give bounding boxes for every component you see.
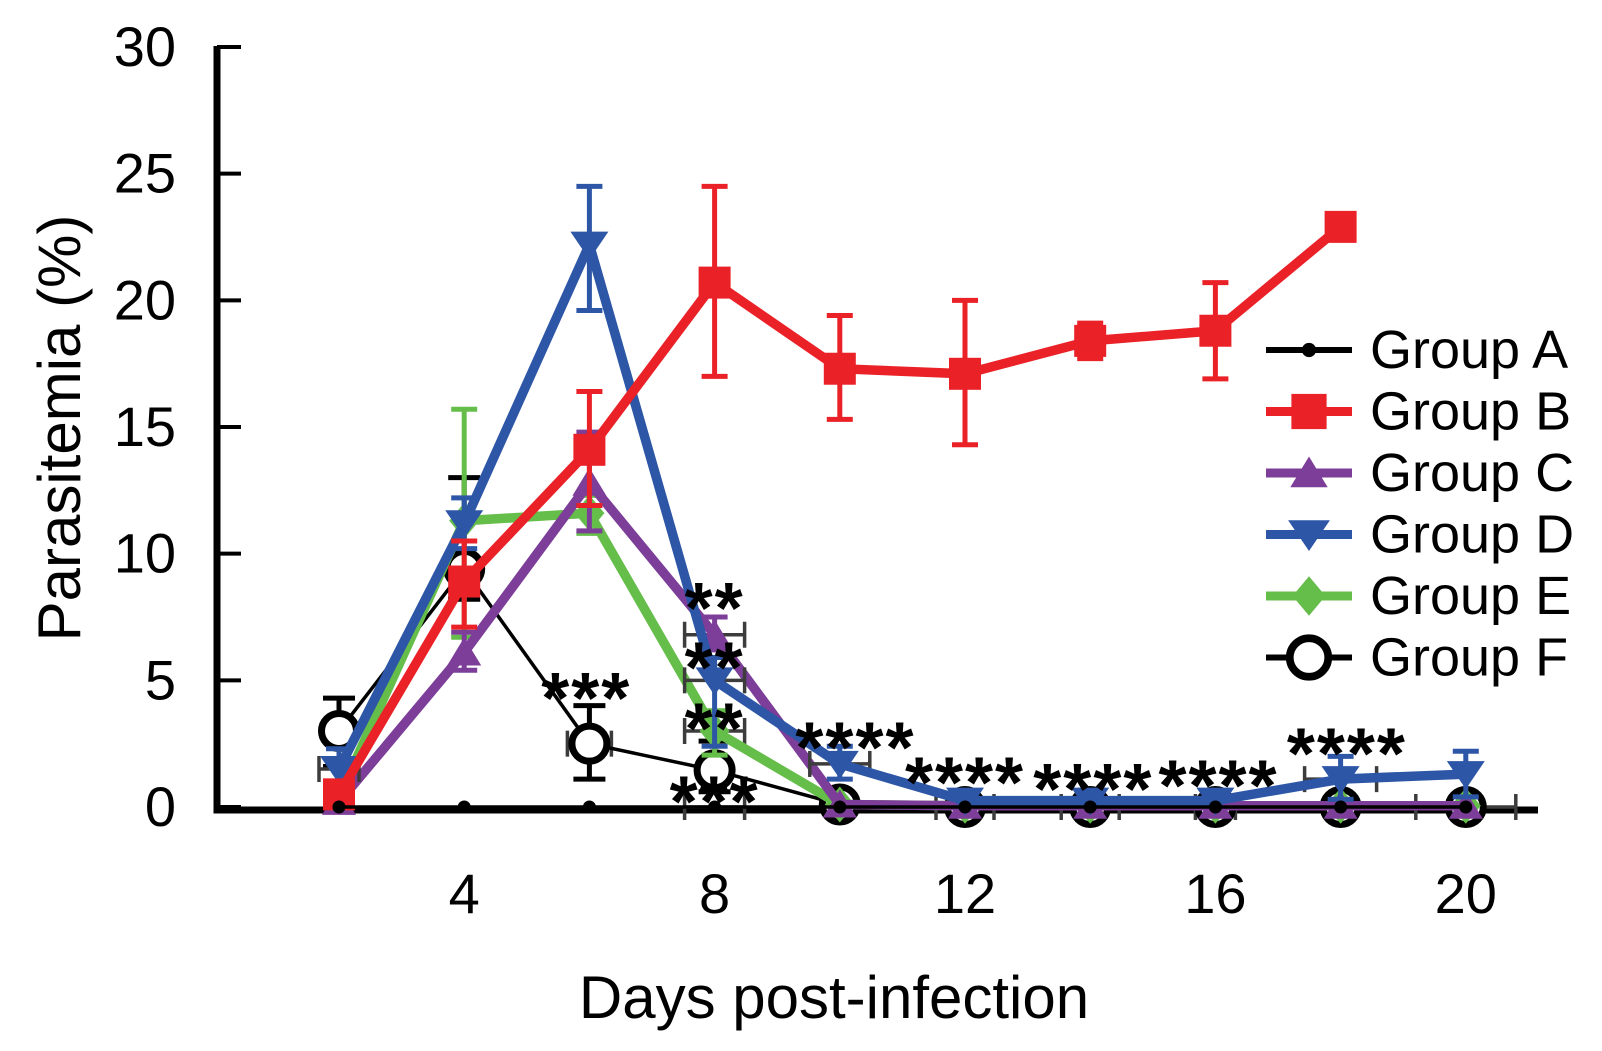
marker-square (1324, 210, 1357, 243)
series-group-a (332, 794, 1473, 820)
legend-label: Group A (1370, 320, 1568, 380)
significance-marker: **** (905, 744, 1025, 824)
marker-dot (1208, 800, 1222, 814)
legend-item-group-d: Group D (1266, 505, 1574, 565)
marker-dot (582, 800, 596, 814)
marker-square (698, 266, 731, 299)
legend-item-group-c: Group C (1266, 443, 1574, 503)
significance-marker: **** (1033, 750, 1153, 830)
marker-dot (1459, 800, 1473, 814)
marker-dot (708, 800, 722, 814)
marker-dot (1083, 800, 1097, 814)
marker-square (448, 565, 481, 598)
marker-dot (332, 800, 346, 814)
significance-marker: **** (1287, 715, 1407, 795)
marker-triangle-down (1288, 520, 1330, 551)
marker-triangle-down (445, 510, 484, 539)
marker-dot (1301, 342, 1317, 358)
marker-dot (833, 800, 847, 814)
marker-triangle-down (320, 756, 358, 785)
y-tick-label: 30 (114, 15, 176, 78)
marker-square (1291, 393, 1327, 430)
x-tick-label: 12 (934, 862, 996, 925)
marker-diamond (1292, 576, 1326, 616)
y-tick-label: 15 (114, 395, 176, 458)
marker-triangle-down (570, 231, 609, 260)
marker-square (573, 433, 606, 466)
x-axis-title: Days post-infection (579, 964, 1089, 1031)
y-tick-label: 25 (114, 142, 176, 205)
legend-label: Group D (1370, 505, 1574, 565)
significance-marker: ** (685, 628, 745, 708)
significance-marker: *** (670, 763, 760, 843)
marker-dot (958, 800, 972, 814)
y-axis-title: Parasitemia (%) (26, 215, 93, 642)
marker-dot (457, 800, 471, 814)
x-tick-label: 20 (1435, 862, 1497, 925)
significance-marker: **** (795, 708, 915, 788)
significance-marker: **** (1158, 746, 1278, 826)
axes: 0 5 10 15 20 25 30 4 8 12 16 20 (114, 15, 1538, 925)
marker-triangle-down (820, 750, 859, 779)
significance-marker: *** (541, 659, 631, 739)
y-tick-label: 10 (114, 522, 176, 585)
legend-item-group-b: Group B (1266, 382, 1571, 442)
marker-dot (1334, 800, 1348, 814)
x-tick-label: 4 (449, 862, 480, 925)
series-line (334, 230, 1466, 806)
marker-triangle-down (695, 667, 734, 696)
legend-item-group-f: Group F (1266, 628, 1568, 688)
legend-label: Group C (1370, 443, 1574, 503)
marker-triangle-down (1321, 766, 1360, 795)
marker-square (949, 357, 981, 390)
y-tick-label: 20 (114, 268, 176, 331)
marker-open-circle (568, 722, 611, 765)
legend-label: Group E (1370, 566, 1571, 626)
marker-square (1074, 324, 1107, 357)
legend-item-group-e: Group E (1266, 566, 1571, 626)
x-tick-label: 16 (1184, 862, 1246, 925)
marker-triangle-down (1446, 761, 1485, 790)
legend-label: Group F (1370, 628, 1568, 688)
marker-square (823, 352, 856, 385)
marker-triangle-up (1290, 456, 1328, 488)
series-group-b (323, 183, 1357, 811)
marker-open-circle (1285, 634, 1333, 681)
y-tick-label: 5 (145, 648, 176, 711)
legend-item-group-a: Group A (1266, 320, 1568, 380)
marker-square (1199, 314, 1232, 347)
significance-marker: ** (685, 569, 745, 649)
x-tick-label: 8 (699, 862, 730, 925)
legend-label: Group B (1370, 382, 1571, 442)
y-tick-label: 0 (145, 775, 176, 838)
marker-triangle-up (447, 637, 482, 666)
significance-marker: ** (685, 689, 745, 769)
